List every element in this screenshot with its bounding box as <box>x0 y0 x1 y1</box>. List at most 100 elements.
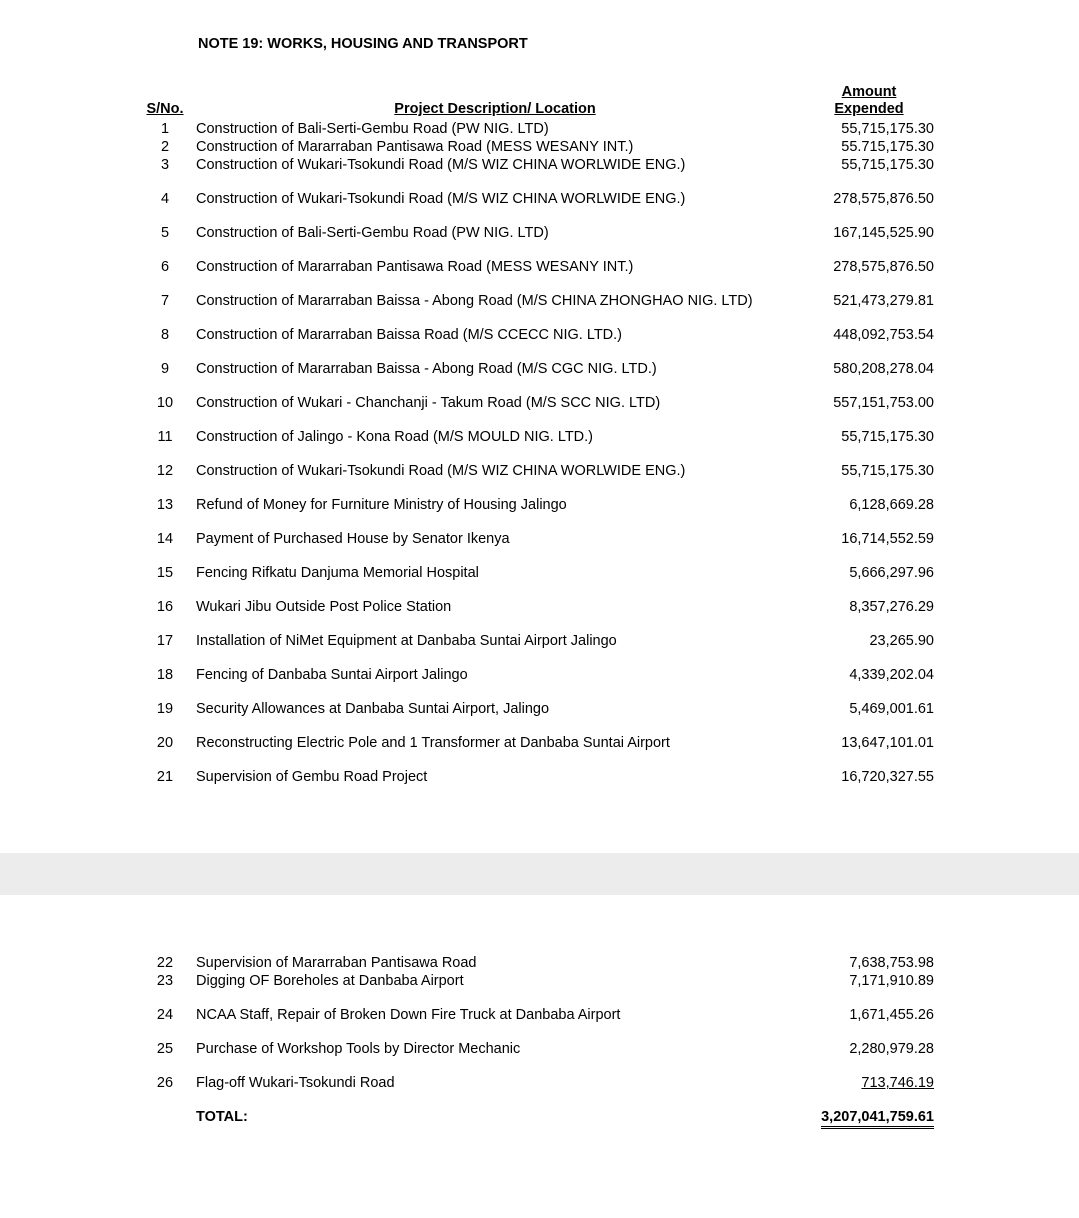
table-row: 23Digging OF Boreholes at Danbaba Airpor… <box>140 973 934 989</box>
row-desc: Refund of Money for Furniture Ministry o… <box>190 497 804 513</box>
row-sno: 11 <box>140 429 190 445</box>
row-desc: Digging OF Boreholes at Danbaba Airport <box>190 973 804 989</box>
table-row: 15Fencing Rifkatu Danjuma Memorial Hospi… <box>140 565 934 581</box>
row-sno: 8 <box>140 327 190 343</box>
row-amount: 278,575,876.50 <box>804 259 934 275</box>
row-desc: Reconstructing Electric Pole and 1 Trans… <box>190 735 804 751</box>
table-row: 20Reconstructing Electric Pole and 1 Tra… <box>140 735 934 751</box>
row-sno: 13 <box>140 497 190 513</box>
row-amount: 7,638,753.98 <box>804 955 934 971</box>
row-amount: 55,715,175.30 <box>804 463 934 479</box>
row-amount: 1,671,455.26 <box>804 1007 934 1023</box>
row-sno: 19 <box>140 701 190 717</box>
row-sno: 26 <box>140 1075 190 1091</box>
table-row: 21Supervision of Gembu Road Project16,72… <box>140 769 934 785</box>
row-sno: 2 <box>140 139 190 155</box>
row-sno: 4 <box>140 191 190 207</box>
row-desc: Flag-off Wukari-Tsokundi Road <box>190 1075 804 1091</box>
row-sno: 1 <box>140 121 190 137</box>
row-amount: 4,339,202.04 <box>804 667 934 683</box>
table-row: 11Construction of Jalingo - Kona Road (M… <box>140 429 934 445</box>
row-sno: 15 <box>140 565 190 581</box>
row-desc: Construction of Wukari-Tsokundi Road (M/… <box>190 463 804 479</box>
row-desc: Construction of Wukari-Tsokundi Road (M/… <box>190 191 804 207</box>
header-amount-line1: Amount <box>842 84 897 100</box>
table-row: 12Construction of Wukari-Tsokundi Road (… <box>140 463 934 479</box>
table-row: 17Installation of NiMet Equipment at Dan… <box>140 633 934 649</box>
row-amount: 713,746.19 <box>804 1075 934 1091</box>
row-amount: 55,715,175.30 <box>804 157 934 173</box>
table-row: 13Refund of Money for Furniture Ministry… <box>140 497 934 513</box>
row-sno: 18 <box>140 667 190 683</box>
row-desc: Purchase of Workshop Tools by Director M… <box>190 1041 804 1057</box>
table-row: 7Construction of Mararraban Baissa - Abo… <box>140 293 934 309</box>
table-row: 10Construction of Wukari - Chanchanji - … <box>140 395 934 411</box>
row-sno: 6 <box>140 259 190 275</box>
row-desc: Fencing Rifkatu Danjuma Memorial Hospita… <box>190 565 804 581</box>
header-amount: Amount Expended <box>804 84 934 117</box>
table-row: 16Wukari Jibu Outside Post Police Statio… <box>140 599 934 615</box>
row-sno: 7 <box>140 293 190 309</box>
row-sno: 25 <box>140 1041 190 1057</box>
table-row: 9Construction of Mararraban Baissa - Abo… <box>140 361 934 377</box>
row-sno: 17 <box>140 633 190 649</box>
row-desc: Construction of Mararraban Baissa Road (… <box>190 327 804 343</box>
row-desc: Supervision of Gembu Road Project <box>190 769 804 785</box>
row-desc: Construction of Mararraban Pantisawa Roa… <box>190 139 804 155</box>
row-amount: 5,666,297.96 <box>804 565 934 581</box>
row-desc: Payment of Purchased House by Senator Ik… <box>190 531 804 547</box>
row-amount: 13,647,101.01 <box>804 735 934 751</box>
row-desc: Construction of Mararraban Baissa - Abon… <box>190 361 804 377</box>
row-sno: 10 <box>140 395 190 411</box>
row-desc: Construction of Mararraban Baissa - Abon… <box>190 293 804 309</box>
row-sno: 22 <box>140 955 190 971</box>
row-sno: 24 <box>140 1007 190 1023</box>
row-amount: 7,171,910.89 <box>804 973 934 989</box>
table-row: 2Construction of Mararraban Pantisawa Ro… <box>140 139 934 155</box>
row-sno: 20 <box>140 735 190 751</box>
row-desc: Fencing of Danbaba Suntai Airport Jaling… <box>190 667 804 683</box>
row-desc: Construction of Jalingo - Kona Road (M/S… <box>190 429 804 445</box>
row-sno: 9 <box>140 361 190 377</box>
table-row: 18Fencing of Danbaba Suntai Airport Jali… <box>140 667 934 683</box>
table-row: 26Flag-off Wukari-Tsokundi Road713,746.1… <box>140 1075 934 1091</box>
table-row: 24NCAA Staff, Repair of Broken Down Fire… <box>140 1007 934 1023</box>
table-row: 5 Construction of Bali-Serti-Gembu Road … <box>140 225 934 241</box>
row-amount: 278,575,876.50 <box>804 191 934 207</box>
row-amount: 6,128,669.28 <box>804 497 934 513</box>
row-amount: 448,092,753.54 <box>804 327 934 343</box>
row-sno: 16 <box>140 599 190 615</box>
table-body-page1: 1Construction of Bali-Serti-Gembu Road (… <box>140 121 934 785</box>
row-amount: 16,720,327.55 <box>804 769 934 785</box>
row-amount: 55,715,175.30 <box>804 121 934 137</box>
table-row: 19Security Allowances at Danbaba Suntai … <box>140 701 934 717</box>
table-row: 6Construction of Mararraban Pantisawa Ro… <box>140 259 934 275</box>
row-sno: 3 <box>140 157 190 173</box>
row-desc: Construction of Bali-Serti-Gembu Road (P… <box>190 121 804 137</box>
row-desc: Wukari Jibu Outside Post Police Station <box>190 599 804 615</box>
row-amount: 55.715,175.30 <box>804 139 934 155</box>
row-amount: 16,714,552.59 <box>804 531 934 547</box>
row-sno: 23 <box>140 973 190 989</box>
table-row: 3Construction of Wukari-Tsokundi Road (M… <box>140 157 934 173</box>
row-desc: Supervision of Mararraban Pantisawa Road <box>190 955 804 971</box>
row-sno: 21 <box>140 769 190 785</box>
row-amount: 580,208,278.04 <box>804 361 934 377</box>
row-sno: 14 <box>140 531 190 547</box>
row-desc: Installation of NiMet Equipment at Danba… <box>190 633 804 649</box>
row-desc: Construction of Bali-Serti-Gembu Road (P… <box>190 225 804 241</box>
note-title: NOTE 19: WORKS, HOUSING AND TRANSPORT <box>198 36 934 52</box>
table-row: 25Purchase of Workshop Tools by Director… <box>140 1041 934 1057</box>
header-amount-line2: Expended <box>834 101 903 117</box>
table-row: 14Payment of Purchased House by Senator … <box>140 531 934 547</box>
table-row: 1Construction of Bali-Serti-Gembu Road (… <box>140 121 934 137</box>
table-header: S/No. Project Description/ Location Amou… <box>140 84 934 117</box>
page-break-band <box>0 853 1079 895</box>
row-desc: Security Allowances at Danbaba Suntai Ai… <box>190 701 804 717</box>
row-amount: 5,469,001.61 <box>804 701 934 717</box>
row-amount: 8,357,276.29 <box>804 599 934 615</box>
table-row: 4Construction of Wukari-Tsokundi Road (M… <box>140 191 934 207</box>
header-desc: Project Description/ Location <box>190 101 804 117</box>
total-row: TOTAL: 3,207,041,759.61 <box>140 1109 934 1125</box>
page-2: 22Supervision of Mararraban Pantisawa Ro… <box>0 895 1079 1175</box>
